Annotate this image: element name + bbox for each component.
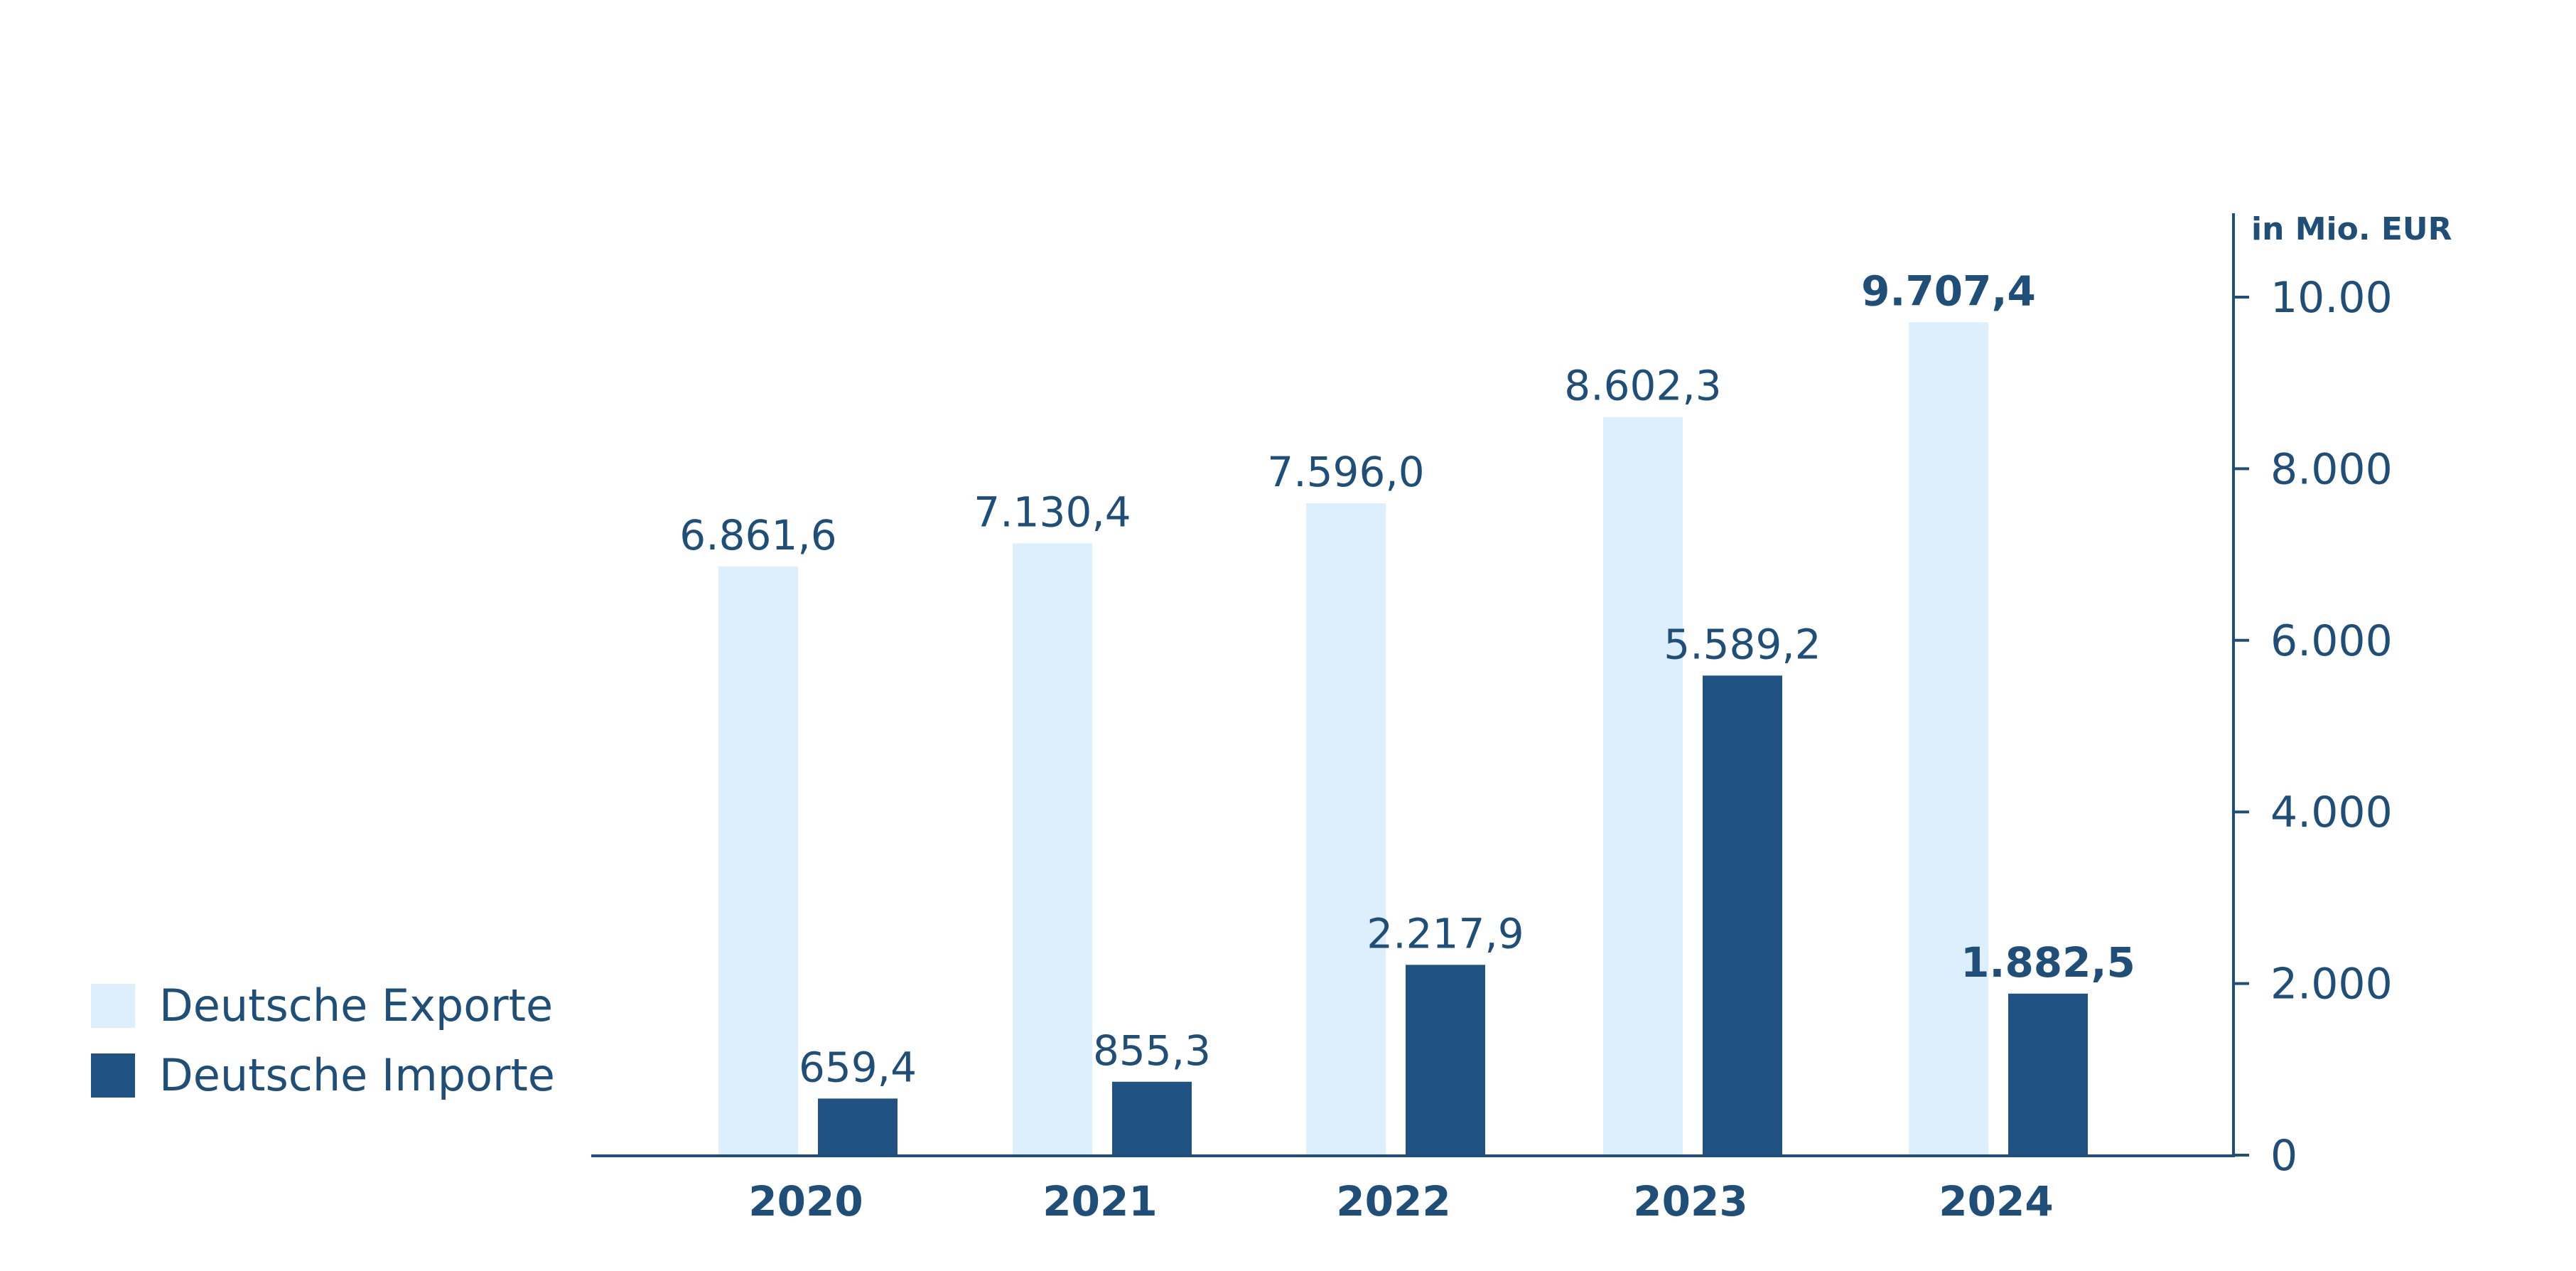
- value-label-exports-2021: 7.130,4: [974, 488, 1131, 536]
- bars-group: [718, 322, 2088, 1155]
- value-label-exports-2024: 9.707,4: [1861, 267, 2036, 315]
- y-tick-label-2000: 2.000: [2270, 960, 2393, 1009]
- y-tick-label-8000: 8.000: [2270, 444, 2393, 494]
- value-label-imports-2023: 5.589,2: [1664, 620, 1821, 668]
- legend-label-imports: Deutsche Importe: [159, 1049, 555, 1101]
- value-label-exports-2020: 6.861,6: [679, 511, 836, 559]
- x-tick-label-2023: 2023: [1633, 1177, 1747, 1226]
- x-tick-label-2021: 2021: [1042, 1177, 1157, 1226]
- value-label-imports-2020: 659,4: [799, 1043, 917, 1091]
- legend-swatch-imports: [91, 1053, 135, 1098]
- bar-exports-2020: [718, 566, 798, 1155]
- y-tick-label-10000: 10.00: [2270, 273, 2393, 323]
- value-label-exports-2022: 7.596,0: [1267, 448, 1424, 496]
- value-labels-group: 6.861,6 659,4 7.130,4 855,3 7.596,0 2.217,9 8.…: [679, 267, 2135, 1091]
- bar-exports-2021: [1013, 543, 1092, 1155]
- value-label-imports-2021: 855,3: [1093, 1026, 1211, 1075]
- x-tick-label-2024: 2024: [1939, 1177, 2053, 1226]
- legend: Deutsche Exporte Deutsche Importe: [91, 980, 555, 1101]
- y-tick-label-6000: 6.000: [2270, 616, 2393, 666]
- x-tick-label-2022: 2022: [1336, 1177, 1450, 1226]
- value-label-exports-2023: 8.602,3: [1564, 362, 1721, 410]
- x-axis: 2020 2021 2022 2023 2024: [591, 1154, 2233, 1226]
- bar-exports-2022: [1306, 503, 1386, 1155]
- y-tick-label-4000: 4.000: [2270, 788, 2393, 837]
- bar-imports-2021: [1112, 1081, 1192, 1155]
- value-label-imports-2024: 1.882,5: [1961, 938, 2135, 987]
- bar-exports-2023: [1603, 417, 1683, 1155]
- bar-imports-2022: [1406, 965, 1485, 1155]
- bar-imports-2024: [2008, 993, 2088, 1155]
- y-axis-unit-label: in Mio. EUR: [2251, 211, 2452, 247]
- bar-imports-2020: [818, 1098, 898, 1155]
- value-label-imports-2022: 2.217,9: [1367, 909, 1524, 958]
- y-tick-label-0: 0: [2270, 1131, 2297, 1181]
- x-tick-label-2020: 2020: [748, 1177, 863, 1226]
- legend-swatch-exports: [91, 984, 135, 1028]
- legend-label-exports: Deutsche Exporte: [159, 980, 553, 1031]
- y-axis: in Mio. EUR 0 2.000 4.000 6.000 8.000 10.00: [2232, 211, 2452, 1181]
- bar-exports-2024: [1909, 322, 1988, 1155]
- bar-imports-2023: [1703, 675, 1782, 1155]
